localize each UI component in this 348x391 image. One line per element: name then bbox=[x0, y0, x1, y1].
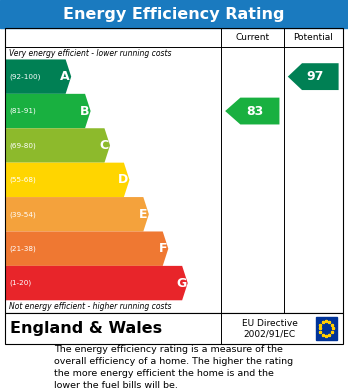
Polygon shape bbox=[5, 266, 188, 300]
Polygon shape bbox=[5, 163, 129, 197]
Text: Not energy efficient - higher running costs: Not energy efficient - higher running co… bbox=[9, 302, 171, 311]
Text: (81-91): (81-91) bbox=[9, 108, 36, 114]
Text: 2002/91/EC: 2002/91/EC bbox=[244, 330, 296, 339]
Polygon shape bbox=[5, 197, 149, 231]
Text: 83: 83 bbox=[246, 104, 263, 118]
Polygon shape bbox=[5, 128, 110, 163]
Polygon shape bbox=[5, 59, 71, 94]
Text: (39-54): (39-54) bbox=[9, 211, 36, 217]
Text: (21-38): (21-38) bbox=[9, 246, 36, 252]
Text: (92-100): (92-100) bbox=[9, 74, 41, 80]
Text: EU Directive: EU Directive bbox=[242, 319, 298, 328]
Text: 97: 97 bbox=[307, 70, 324, 83]
Text: Potential: Potential bbox=[293, 33, 333, 42]
Text: (1-20): (1-20) bbox=[9, 280, 32, 286]
Text: Energy Efficiency Rating: Energy Efficiency Rating bbox=[63, 7, 285, 22]
Polygon shape bbox=[5, 231, 168, 266]
Polygon shape bbox=[288, 63, 339, 90]
Text: The energy efficiency rating is a measure of the
overall efficiency of a home. T: The energy efficiency rating is a measur… bbox=[54, 345, 294, 390]
Text: England & Wales: England & Wales bbox=[10, 321, 163, 336]
Text: Very energy efficient - lower running costs: Very energy efficient - lower running co… bbox=[9, 48, 171, 58]
Polygon shape bbox=[5, 94, 90, 128]
Text: (69-80): (69-80) bbox=[9, 142, 36, 149]
Text: Current: Current bbox=[235, 33, 269, 42]
Text: G: G bbox=[176, 276, 186, 290]
Text: A: A bbox=[60, 70, 70, 83]
Text: F: F bbox=[158, 242, 167, 255]
Text: B: B bbox=[80, 104, 89, 118]
Text: E: E bbox=[139, 208, 148, 221]
Bar bbox=[0, 0, 348, 28]
Bar bbox=[316, 317, 337, 340]
Text: D: D bbox=[118, 173, 128, 187]
Text: C: C bbox=[100, 139, 109, 152]
Text: (55-68): (55-68) bbox=[9, 177, 36, 183]
Bar bbox=[5, 313, 343, 344]
Bar bbox=[5, 28, 343, 313]
Polygon shape bbox=[225, 98, 279, 124]
